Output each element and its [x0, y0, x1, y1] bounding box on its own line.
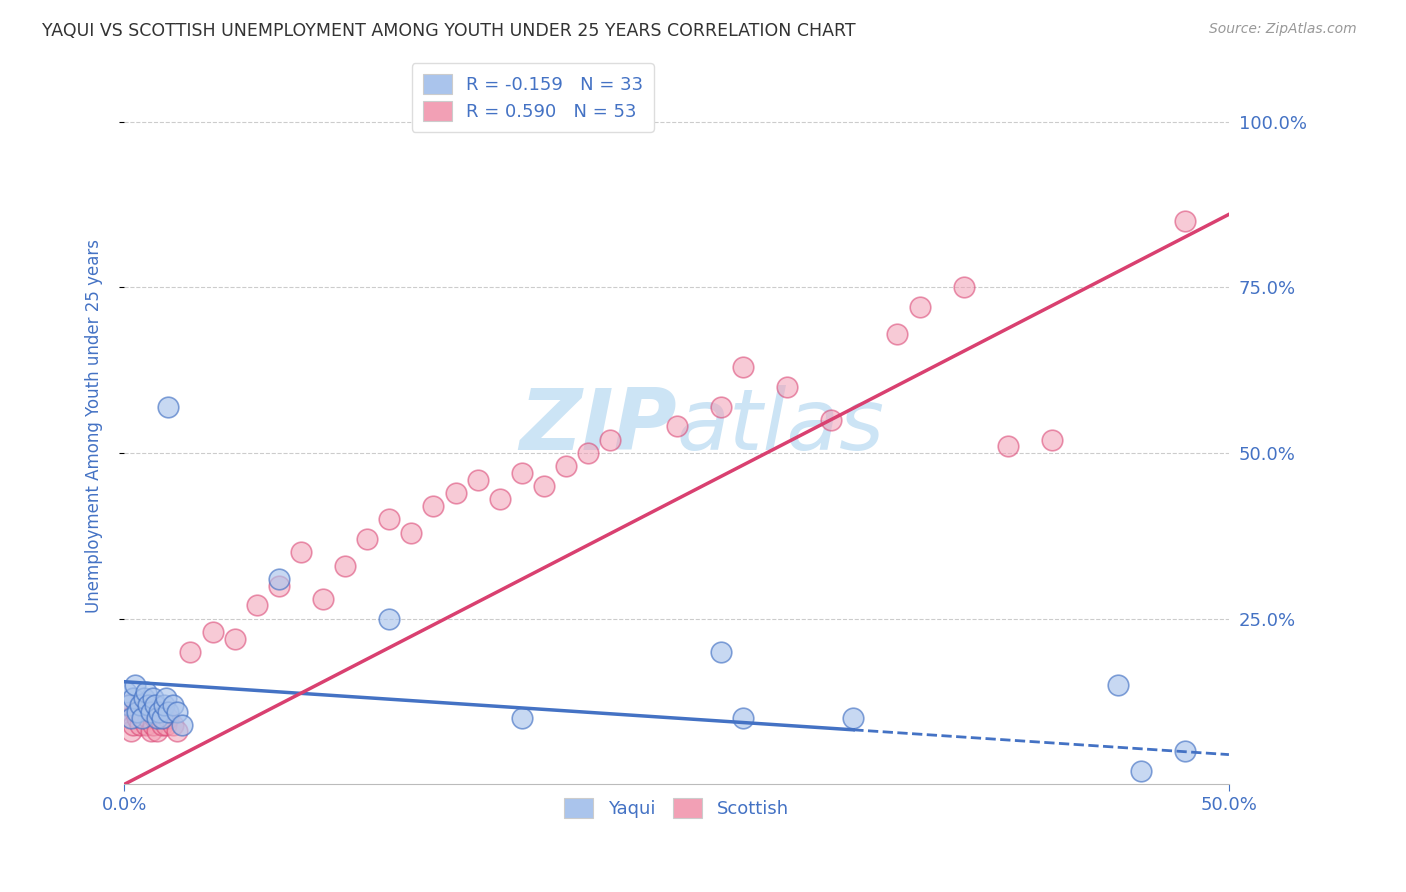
- Text: ZIP: ZIP: [519, 385, 676, 468]
- Point: [157, 400, 180, 414]
- Point: [267, 572, 290, 586]
- Point: [378, 612, 401, 626]
- Point: [117, 698, 139, 712]
- Point: [146, 724, 169, 739]
- Text: YAQUI VS SCOTTISH UNEMPLOYMENT AMONG YOUTH UNDER 25 YEARS CORRELATION CHART: YAQUI VS SCOTTISH UNEMPLOYMENT AMONG YOU…: [42, 22, 856, 40]
- Point: [117, 711, 139, 725]
- Point: [997, 439, 1019, 453]
- Point: [378, 512, 401, 526]
- Point: [128, 698, 150, 712]
- Point: [290, 545, 312, 559]
- Point: [356, 532, 378, 546]
- Point: [127, 711, 149, 725]
- Point: [170, 718, 193, 732]
- Point: [148, 711, 170, 725]
- Point: [422, 499, 444, 513]
- Point: [1174, 214, 1197, 228]
- Point: [731, 359, 754, 374]
- Point: [710, 400, 733, 414]
- Point: [908, 300, 931, 314]
- Point: [710, 645, 733, 659]
- Point: [153, 711, 176, 725]
- Point: [665, 419, 688, 434]
- Point: [124, 678, 146, 692]
- Point: [952, 280, 974, 294]
- Point: [146, 711, 169, 725]
- Point: [142, 718, 165, 732]
- Point: [138, 711, 160, 725]
- Point: [1129, 764, 1152, 779]
- Point: [143, 711, 166, 725]
- Point: [138, 698, 160, 712]
- Point: [1174, 744, 1197, 758]
- Point: [162, 718, 184, 732]
- Point: [886, 326, 908, 341]
- Point: [128, 718, 150, 732]
- Legend: Yaqui, Scottish: Yaqui, Scottish: [557, 791, 796, 825]
- Point: [150, 718, 173, 732]
- Point: [120, 724, 142, 739]
- Point: [162, 698, 184, 712]
- Point: [599, 433, 621, 447]
- Point: [166, 724, 188, 739]
- Point: [120, 711, 142, 725]
- Point: [267, 578, 290, 592]
- Text: atlas: atlas: [676, 385, 884, 468]
- Point: [122, 718, 145, 732]
- Point: [1040, 433, 1063, 447]
- Point: [139, 724, 162, 739]
- Point: [124, 705, 146, 719]
- Point: [155, 691, 177, 706]
- Point: [135, 718, 157, 732]
- Point: [731, 711, 754, 725]
- Point: [131, 711, 153, 725]
- Point: [224, 632, 246, 646]
- Point: [153, 698, 176, 712]
- Point: [157, 705, 180, 719]
- Point: [842, 711, 865, 725]
- Point: [576, 446, 599, 460]
- Point: [132, 711, 155, 725]
- Point: [157, 711, 180, 725]
- Point: [127, 705, 149, 719]
- Point: [150, 711, 173, 725]
- Point: [139, 705, 162, 719]
- Point: [333, 558, 356, 573]
- Text: Source: ZipAtlas.com: Source: ZipAtlas.com: [1209, 22, 1357, 37]
- Point: [467, 473, 489, 487]
- Point: [820, 413, 842, 427]
- Point: [246, 599, 269, 613]
- Point: [510, 466, 533, 480]
- Point: [131, 705, 153, 719]
- Point: [444, 485, 467, 500]
- Point: [201, 624, 224, 639]
- Point: [148, 705, 170, 719]
- Y-axis label: Unemployment Among Youth under 25 years: Unemployment Among Youth under 25 years: [86, 239, 103, 614]
- Point: [312, 591, 335, 606]
- Point: [510, 711, 533, 725]
- Point: [122, 691, 145, 706]
- Point: [135, 684, 157, 698]
- Point: [533, 479, 555, 493]
- Point: [488, 492, 510, 507]
- Point: [132, 691, 155, 706]
- Point: [776, 380, 799, 394]
- Point: [115, 684, 138, 698]
- Point: [143, 698, 166, 712]
- Point: [1107, 678, 1129, 692]
- Point: [155, 718, 177, 732]
- Point: [179, 645, 201, 659]
- Point: [142, 691, 165, 706]
- Point: [555, 459, 578, 474]
- Point: [166, 705, 188, 719]
- Point: [401, 525, 423, 540]
- Point: [115, 698, 138, 712]
